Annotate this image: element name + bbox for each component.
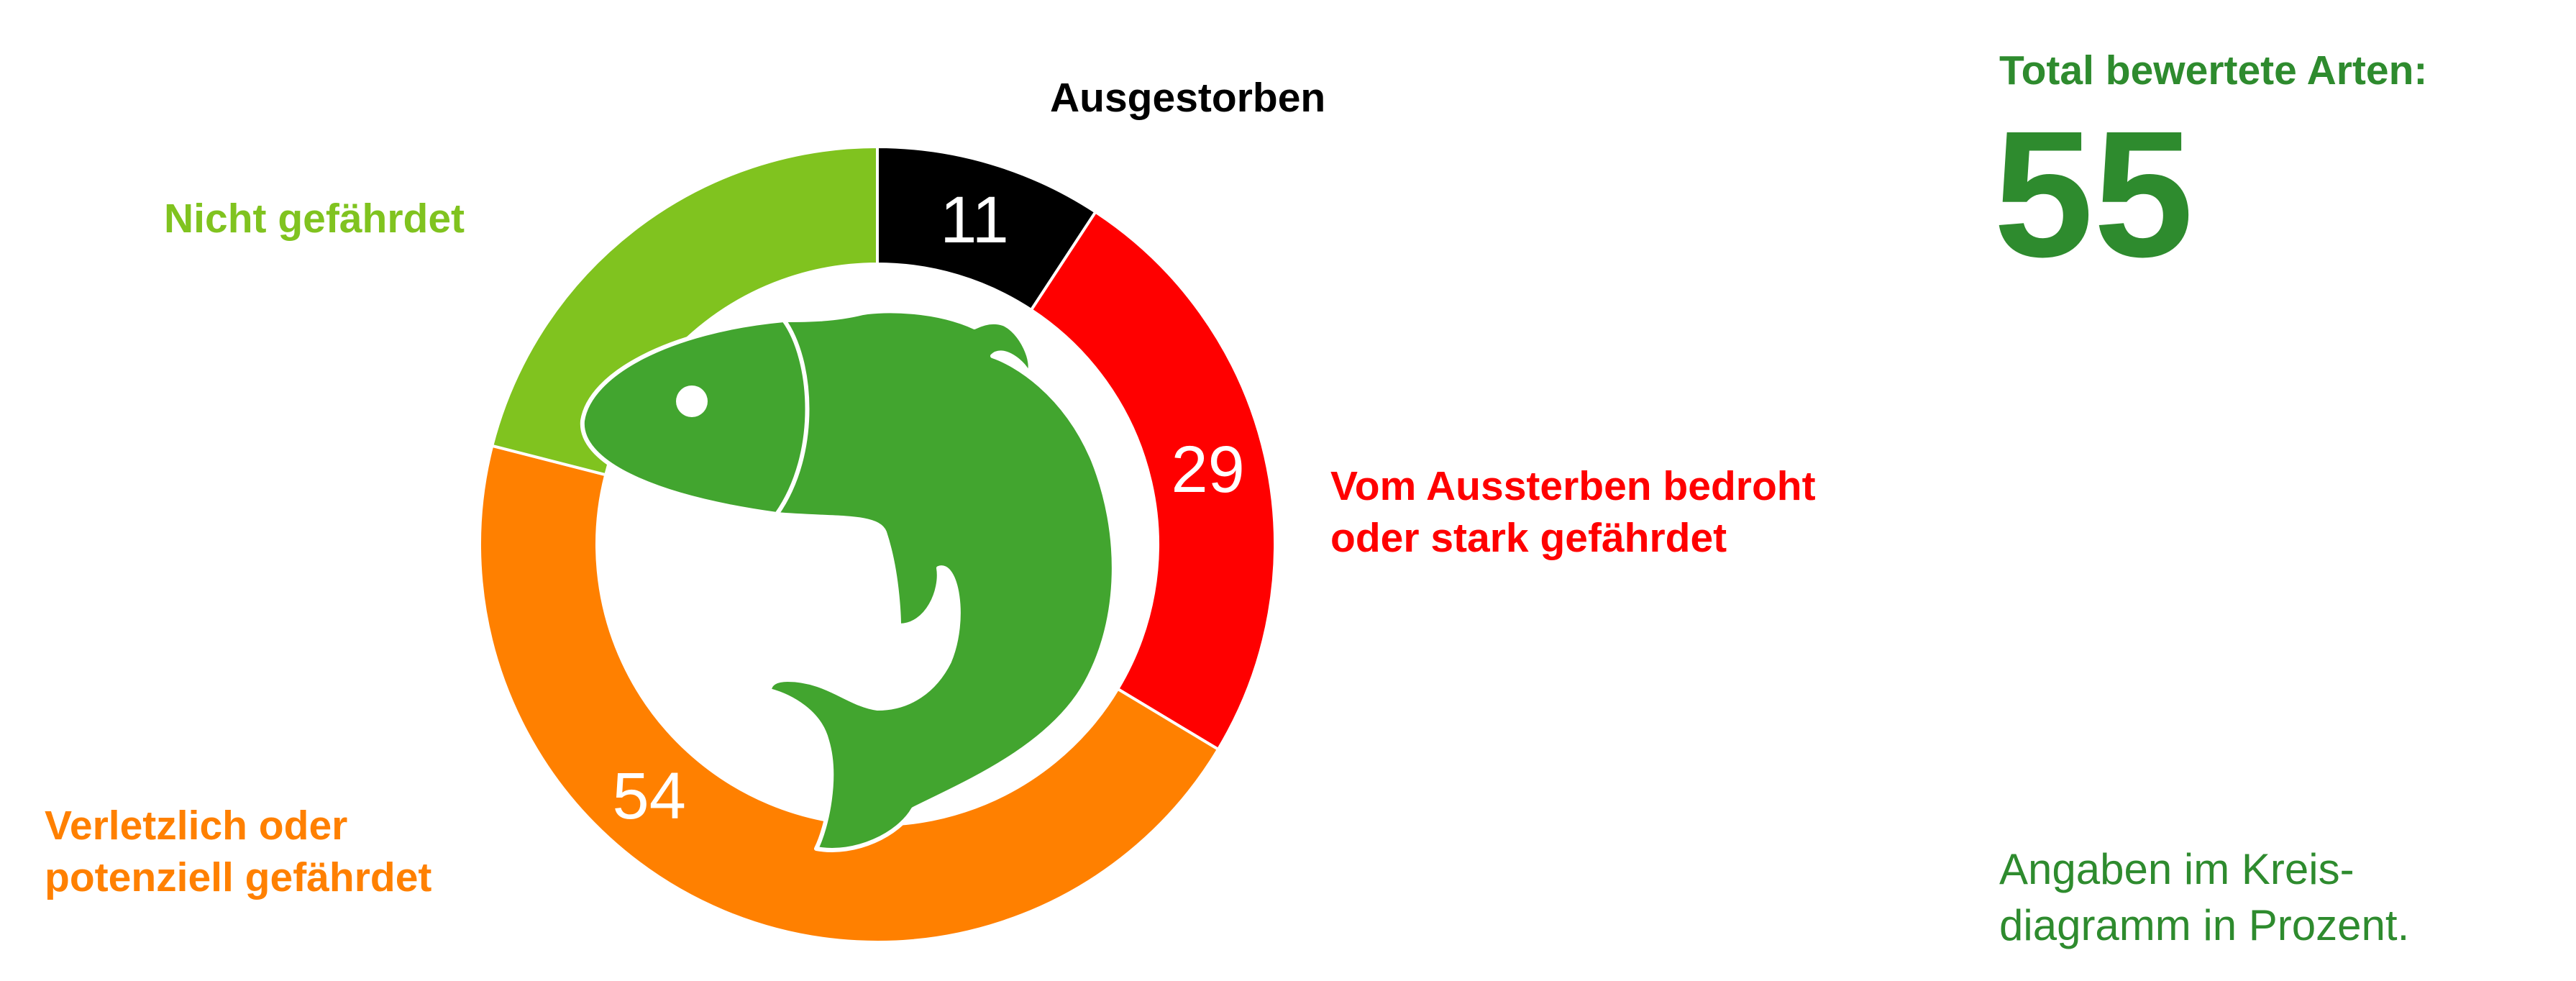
total-title: Total bewertete Arten: bbox=[1999, 47, 2428, 93]
fish-icon bbox=[580, 309, 1116, 852]
footnote: Angaben im Kreis- diagramm in Prozent. bbox=[1999, 845, 2410, 949]
total-value: 55 bbox=[1993, 93, 2194, 294]
slice-values: 11 29 54 bbox=[613, 183, 1245, 833]
slice-threatened bbox=[1029, 209, 1276, 752]
slice-vulnerable-value: 54 bbox=[613, 759, 686, 833]
slice-threatened-value: 29 bbox=[1171, 433, 1245, 506]
legend-label-not-threatened: Nicht gefährdet bbox=[164, 196, 465, 242]
legend-label-threatened: Vom Aussterben bedroht oder stark gefähr… bbox=[1330, 463, 1816, 561]
slice-extinct-value: 11 bbox=[940, 183, 1009, 257]
legend-label-vulnerable: Verletzlich oder potenziell gefährdet bbox=[45, 803, 432, 900]
donut-slices bbox=[478, 145, 1276, 944]
legend-label-extinct: Ausgestorben bbox=[1050, 75, 1326, 121]
